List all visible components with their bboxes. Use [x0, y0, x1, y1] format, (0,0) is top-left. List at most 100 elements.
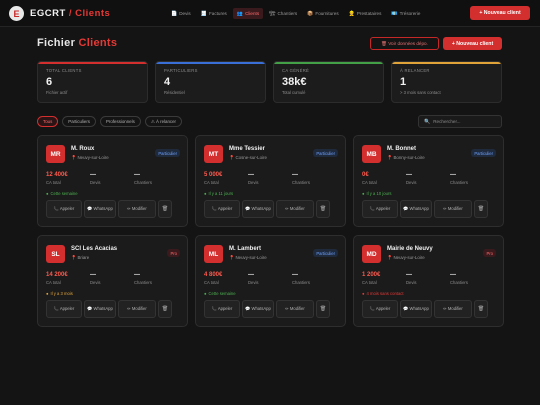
nav-item-prestataires[interactable]: 👷 Prestataires [348, 10, 382, 17]
nav-item-tresorerie[interactable]: 💶 Trésorerie [391, 10, 421, 17]
box-icon: 📦 [307, 10, 314, 17]
avatar: MR [46, 145, 65, 163]
metric-chantiers: — Chantiers [450, 172, 468, 185]
modify-button[interactable]: ✏ Modifier [434, 200, 472, 218]
nav-item-devis[interactable]: 📄 Devis [171, 10, 191, 17]
pin-icon: 📍 [229, 155, 235, 160]
client-name: Mme Tessier [229, 146, 265, 152]
last-contact: ● Il y a 11 jours [204, 191, 234, 196]
client-location: 📍Bonny-sur-Loire [387, 155, 425, 160]
top-new-client-button[interactable]: + Nouveau client [470, 6, 530, 20]
client-card[interactable]: SL SCI Les Acacias 📍Briare Pro 14 200€ CA… [37, 235, 188, 327]
search-input[interactable]: 🔍 Rechercher... [418, 115, 502, 128]
filter-a-relancer[interactable]: ⚠ À relancer [144, 116, 182, 127]
pin-icon: 📍 [71, 255, 77, 260]
client-card[interactable]: MR M. Roux 📍Neuvy-sur-Loire Particulier … [37, 135, 188, 227]
client-location: 📍Cosne-sur-Loire [229, 155, 267, 160]
filter-professionnels[interactable]: Professionnels [100, 116, 141, 127]
delete-button[interactable]: 🗑 [158, 300, 172, 318]
whatsapp-button[interactable]: 💬 WhatsApp [84, 200, 116, 218]
client-name: M. Bonnet [387, 146, 416, 152]
avatar: SL [46, 245, 65, 263]
delete-button[interactable]: 🗑 [474, 200, 488, 218]
status-dot-icon: ● [204, 191, 207, 196]
whatsapp-button[interactable]: 💬 WhatsApp [84, 300, 116, 318]
status-dot-icon: ● [46, 191, 49, 196]
logo[interactable]: E EGCRT / Clients [9, 6, 110, 21]
stat-accent-bar [38, 62, 147, 64]
receipt-icon: 🧾 [200, 10, 207, 17]
delete-button[interactable]: 🗑 [316, 200, 330, 218]
modify-button[interactable]: ✏ Modifier [118, 300, 156, 318]
metric-ca: 4 800€ CA total [204, 272, 223, 285]
nav-item-chantiers[interactable]: 🏗 Chantiers [269, 10, 298, 17]
pin-icon: 📍 [387, 255, 393, 260]
whatsapp-button[interactable]: 💬 WhatsApp [400, 300, 432, 318]
modify-button[interactable]: ✏ Modifier [276, 200, 314, 218]
document-icon: 📄 [171, 10, 178, 17]
nav-item-factures[interactable]: 🧾 Factures [200, 10, 227, 17]
top-bar: E EGCRT / Clients 📄 Devis 🧾 Factures 👥 Clie… [0, 0, 540, 27]
nav-item-clients[interactable]: 👥 Clients [232, 8, 264, 19]
logo-mark-icon: E [9, 6, 24, 21]
users-icon: 👥 [236, 10, 244, 17]
call-button[interactable]: 📞 Appeler [204, 200, 240, 218]
last-contact: ● Il y a 3 mois [46, 291, 73, 296]
delete-button[interactable]: 🗑 [474, 300, 488, 318]
client-card[interactable]: ML M. Lambert 📍Neuvy-sur-Loire Particuli… [195, 235, 346, 327]
filter-particuliers[interactable]: Particuliers [62, 116, 96, 127]
client-card[interactable]: MB M. Bonnet 📍Bonny-sur-Loire Particulie… [353, 135, 504, 227]
last-contact: ● Cette semaine [204, 291, 236, 296]
pin-icon: 📍 [71, 155, 77, 160]
delete-button[interactable]: 🗑 [316, 300, 330, 318]
metric-chantiers: — Chantiers [134, 272, 152, 285]
stat-a-relancer: À RELANCER 1 > 3 mois sans contact [391, 61, 502, 103]
client-card[interactable]: MD Mairie de Neuvy 📍Neuvy-sur-Loire Pro … [353, 235, 504, 327]
metric-ca: 1 200€ CA total [362, 272, 381, 285]
client-type-badge: Particulier [155, 149, 180, 157]
last-contact: ● 4 mois sans contact [362, 291, 404, 296]
search-icon: 🔍 [424, 118, 431, 125]
metric-devis: — Devis [248, 272, 259, 285]
whatsapp-button[interactable]: 💬 WhatsApp [242, 300, 274, 318]
nav-item-fournitures[interactable]: 📦 Fournitures [307, 10, 339, 17]
filter-all[interactable]: Tous [37, 116, 59, 127]
money-icon: 💶 [391, 10, 398, 17]
stat-total-clients: TOTAL CLIENTS 6 Fichier actif [37, 61, 148, 103]
client-metrics: 12 400€ CA total — Devis — Chantiers [46, 172, 178, 185]
client-location: 📍Neuvy-sur-Loire [387, 255, 425, 260]
metric-devis: — Devis [248, 172, 259, 185]
client-grid: MR M. Roux 📍Neuvy-sur-Loire Particulier … [37, 135, 504, 327]
metric-devis: — Devis [406, 272, 417, 285]
modify-button[interactable]: ✏ Modifier [276, 300, 314, 318]
client-card[interactable]: MT Mme Tessier 📍Cosne-sur-Loire Particul… [195, 135, 346, 227]
avatar: MD [362, 245, 381, 263]
metric-ca: 5 000€ CA total [204, 172, 223, 185]
client-name: SCI Les Acacias [71, 246, 118, 252]
metric-devis: — Devis [406, 172, 417, 185]
metric-chantiers: — Chantiers [292, 272, 310, 285]
call-button[interactable]: 📞 Appeler [362, 300, 398, 318]
delete-button[interactable]: 🗑 [158, 200, 172, 218]
modify-button[interactable]: ✏ Modifier [118, 200, 156, 218]
stat-accent-bar [156, 62, 265, 64]
client-name: Mairie de Neuvy [387, 246, 433, 252]
whatsapp-button[interactable]: 💬 WhatsApp [242, 200, 274, 218]
client-location: 📍Briare [71, 255, 90, 260]
worker-icon: 👷 [348, 10, 355, 17]
call-button[interactable]: 📞 Appeler [204, 300, 240, 318]
client-actions: 📞 Appeler 💬 WhatsApp ✏ Modifier 🗑 [362, 200, 488, 218]
status-dot-icon: ● [204, 291, 207, 296]
client-metrics: 1 200€ CA total — Devis — Chantiers [362, 272, 494, 285]
whatsapp-button[interactable]: 💬 WhatsApp [400, 200, 432, 218]
call-button[interactable]: 📞 Appeler [362, 200, 398, 218]
new-client-button[interactable]: + Nouveau client [443, 37, 502, 50]
call-button[interactable]: 📞 Appeler [46, 300, 82, 318]
modify-button[interactable]: ✏ Modifier [434, 300, 472, 318]
client-actions: 📞 Appeler 💬 WhatsApp ✏ Modifier 🗑 [204, 200, 330, 218]
metric-devis: — Devis [90, 272, 101, 285]
view-deposit-data-button[interactable]: 🗑 Voir données dépo. [370, 37, 439, 50]
filter-chips: Tous Particuliers Professionnels ⚠ À rel… [37, 116, 182, 127]
metric-chantiers: — Chantiers [134, 172, 152, 185]
call-button[interactable]: 📞 Appeler [46, 200, 82, 218]
